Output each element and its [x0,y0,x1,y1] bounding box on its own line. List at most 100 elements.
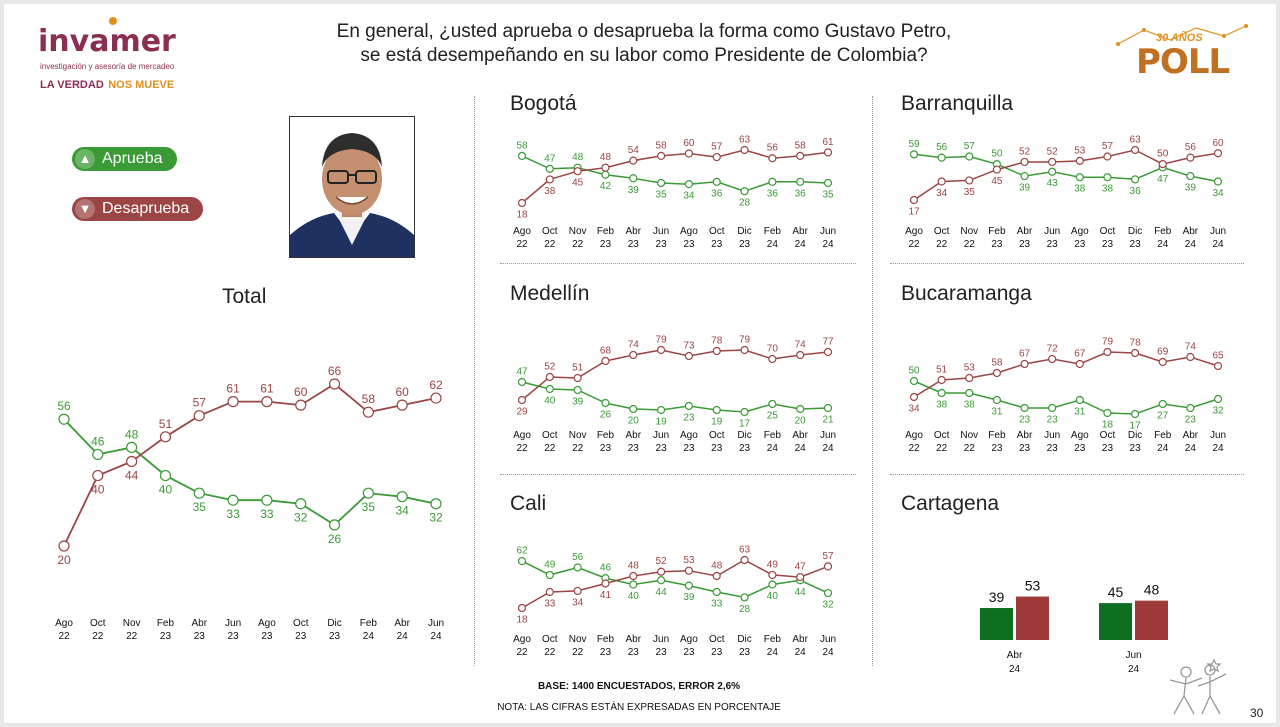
data-label: 48 [600,152,612,163]
invamer-logo: invamer investigación y asesoría de merc… [38,16,198,96]
data-label: 18 [516,615,528,626]
data-point [573,373,582,383]
data-point [1048,354,1057,364]
data-label: 50 [991,149,1003,160]
data-point [796,177,805,186]
x-tick-label: 23 [683,647,695,658]
data-label: 35 [822,189,834,200]
data-label: 59 [908,139,920,150]
data-label: 74 [795,340,807,351]
x-tick-label: Abr [191,618,207,629]
data-point [768,177,777,186]
x-tick-label: Feb [1154,430,1172,441]
x-tick-label: Feb [360,618,378,629]
data-point [992,165,1002,174]
x-tick-label: 24 [795,647,807,658]
data-label: 44 [125,468,139,482]
data-label: 60 [1212,138,1224,149]
data-label: 35 [656,189,668,200]
data-point [712,346,721,356]
x-tick-label: Jun [1210,226,1226,237]
divider-vertical-left [474,96,475,666]
data-label: 69 [1157,347,1169,358]
x-tick-label: 23 [600,647,612,658]
x-tick-label: Abr [625,634,641,645]
data-label: 38 [964,400,976,411]
x-tick-label: Jun [653,634,669,645]
x-tick-label: 23 [711,443,723,454]
x-tick-label: Feb [988,430,1006,441]
series-line-desaprueba [913,149,1219,201]
data-label: 39 [683,592,695,603]
data-label: 49 [544,559,556,570]
data-label: 52 [656,556,668,567]
x-tick-label: 24 [1212,239,1224,250]
x-tick-label: Feb [597,634,615,645]
x-tick-label: Jun [653,430,669,441]
data-label: 53 [1025,578,1041,594]
data-label: 19 [656,417,668,428]
x-tick-label: Oct [934,430,950,441]
data-label: 63 [1130,135,1142,146]
data-label: 45 [991,176,1003,187]
data-point [1103,347,1112,357]
data-label: 47 [1157,174,1169,185]
x-tick-label: Abr [792,634,808,645]
x-tick-label: 23 [261,631,273,642]
data-label: 53 [964,363,976,374]
x-tick-label: 23 [739,239,751,250]
data-label: 28 [739,604,751,615]
data-point [656,576,666,585]
chart-total: 56 46 48 40 35 33 33 32 26 35 34 32 20 40 44 51 57 61 61 60… [55,364,444,642]
data-point [629,156,638,165]
question-line2: se está desempeñando en su labor como Pr… [360,45,928,66]
data-point [1048,403,1057,413]
data-point [573,586,582,596]
x-tick-label: Oct [934,226,950,237]
data-point [1130,145,1140,155]
footer-base: BASE: 1400 ENCUESTADOS, ERROR 2,6% [537,681,741,692]
data-point [684,401,694,411]
data-point [796,151,805,160]
data-point [965,373,974,383]
legend-disapprove-label: Desaprueba [102,200,190,217]
x-tick-label: 24 [767,239,779,250]
data-point [193,410,205,422]
x-tick-label: Abr [792,226,808,237]
data-point [992,368,1002,378]
x-tick-label: Oct [542,430,558,441]
data-label: 48 [125,427,139,441]
x-tick-label: 23 [600,239,612,250]
x-tick-label: 22 [126,631,138,642]
data-point [1186,352,1195,362]
data-label: 63 [739,545,751,556]
data-point [261,396,273,408]
data-label: 23 [1185,415,1197,426]
data-label: 51 [572,363,584,374]
data-label: 40 [628,591,640,602]
president-portrait [289,116,415,258]
data-label: 36 [795,188,807,199]
data-point [1158,399,1167,409]
chart-medellin: 47 40 39 26 20 19 23 19 17 25 20 21 29 52 51 68 74 79 73 78… [513,335,836,455]
data-point [1103,173,1112,182]
x-tick-label: 23 [656,239,668,250]
data-label: 74 [1185,342,1197,353]
data-point [295,498,307,510]
x-tick-label: Abr [1183,226,1199,237]
x-tick-label: Feb [764,634,782,645]
data-label: 17 [739,419,751,430]
data-point [909,150,919,159]
data-point [601,170,610,179]
data-point [823,588,833,598]
x-tick-label: 24 [363,631,375,642]
x-tick-label: Dic [737,226,751,237]
x-tick-label: Ago [680,226,698,237]
data-label: 18 [516,210,528,221]
page-number: 30 [1250,706,1264,720]
x-tick-label: 23 [656,443,668,454]
x-tick-label: Nov [960,430,978,441]
data-label: 35 [964,187,976,198]
data-label: 56 [767,143,779,154]
data-point [740,407,749,417]
